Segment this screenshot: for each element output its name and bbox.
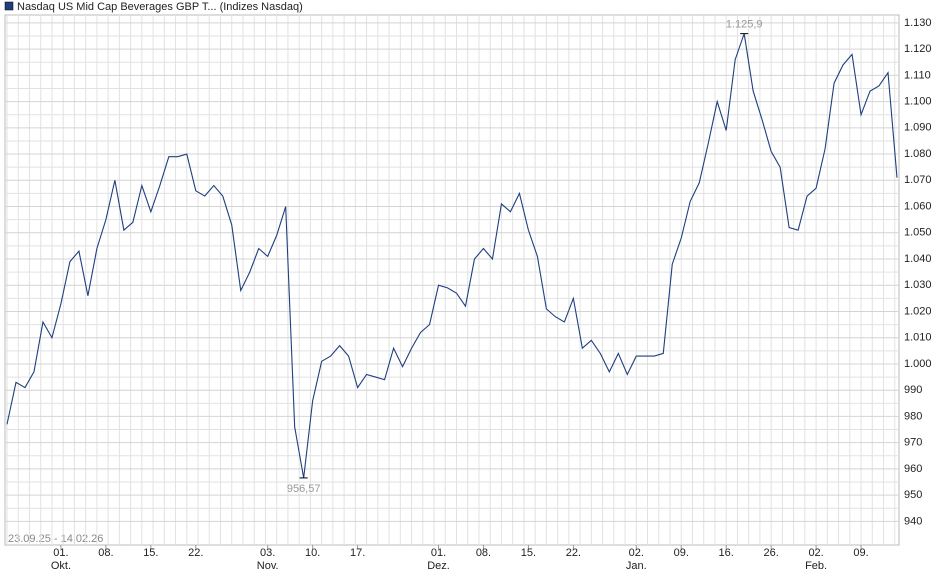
x-tick-label: 08.: [98, 547, 113, 559]
legend-swatch: [4, 1, 14, 11]
plot-frame: [4, 14, 900, 546]
x-tick-label: 03.: [260, 547, 275, 559]
x-tick-label: 15.: [143, 547, 158, 559]
x-tick-label: 10.: [305, 547, 320, 559]
y-tick-label: 1.060: [904, 200, 932, 212]
x-tick-label: 22.: [188, 547, 203, 559]
x-tick-label: 02.: [808, 547, 823, 559]
x-tick-label: 26.: [763, 547, 778, 559]
x-tick-label: 02.: [629, 547, 644, 559]
y-tick-label: 1.000: [904, 358, 932, 370]
month-label: Dez.: [427, 560, 450, 572]
month-label: Okt.: [51, 560, 71, 572]
y-tick-label: 1.040: [904, 253, 932, 265]
y-tick-label: 1.110: [904, 69, 931, 81]
y-tick-label: 960: [904, 463, 922, 475]
x-tick-label: 15.: [521, 547, 536, 559]
y-tick-label: 970: [904, 437, 922, 449]
y-tick-label: 1.030: [904, 279, 932, 291]
y-tick-label: 1.130: [904, 17, 932, 29]
y-tick-label: 990: [904, 384, 922, 396]
value-label: 1.125,9: [726, 19, 763, 31]
x-tick-label: 08.: [476, 547, 491, 559]
x-tick-label: 16.: [719, 547, 734, 559]
y-tick-label: 1.090: [904, 122, 932, 134]
date-range: 23.09.25 - 14.02.26: [8, 533, 103, 545]
y-tick-label: 1.100: [904, 95, 932, 107]
line-series: [6, 33, 898, 479]
value-label: 956,57: [287, 483, 321, 495]
x-tick-label: 09.: [674, 547, 689, 559]
y-tick-label: 950: [904, 489, 922, 501]
x-tick-label: 22.: [566, 547, 581, 559]
x-tick-label: 01.: [53, 547, 68, 559]
x-tick-label: 17.: [350, 547, 365, 559]
y-tick-label: 980: [904, 410, 922, 422]
y-tick-label: 940: [904, 515, 922, 527]
y-tick-label: 1.080: [904, 148, 932, 160]
month-label: Nov.: [257, 560, 279, 572]
x-tick-label: 09.: [853, 547, 868, 559]
x-tick-label: 01.: [431, 547, 446, 559]
y-tick-label: 1.010: [904, 332, 932, 344]
month-label: Jan.: [626, 560, 647, 572]
month-label: Feb.: [805, 560, 827, 572]
y-tick-label: 1.070: [904, 174, 932, 186]
y-tick-label: 1.020: [904, 305, 932, 317]
y-tick-label: 1.050: [904, 227, 932, 239]
legend-label: Nasdaq US Mid Cap Beverages GBP T... (In…: [17, 1, 303, 13]
y-tick-label: 1.120: [904, 43, 932, 55]
